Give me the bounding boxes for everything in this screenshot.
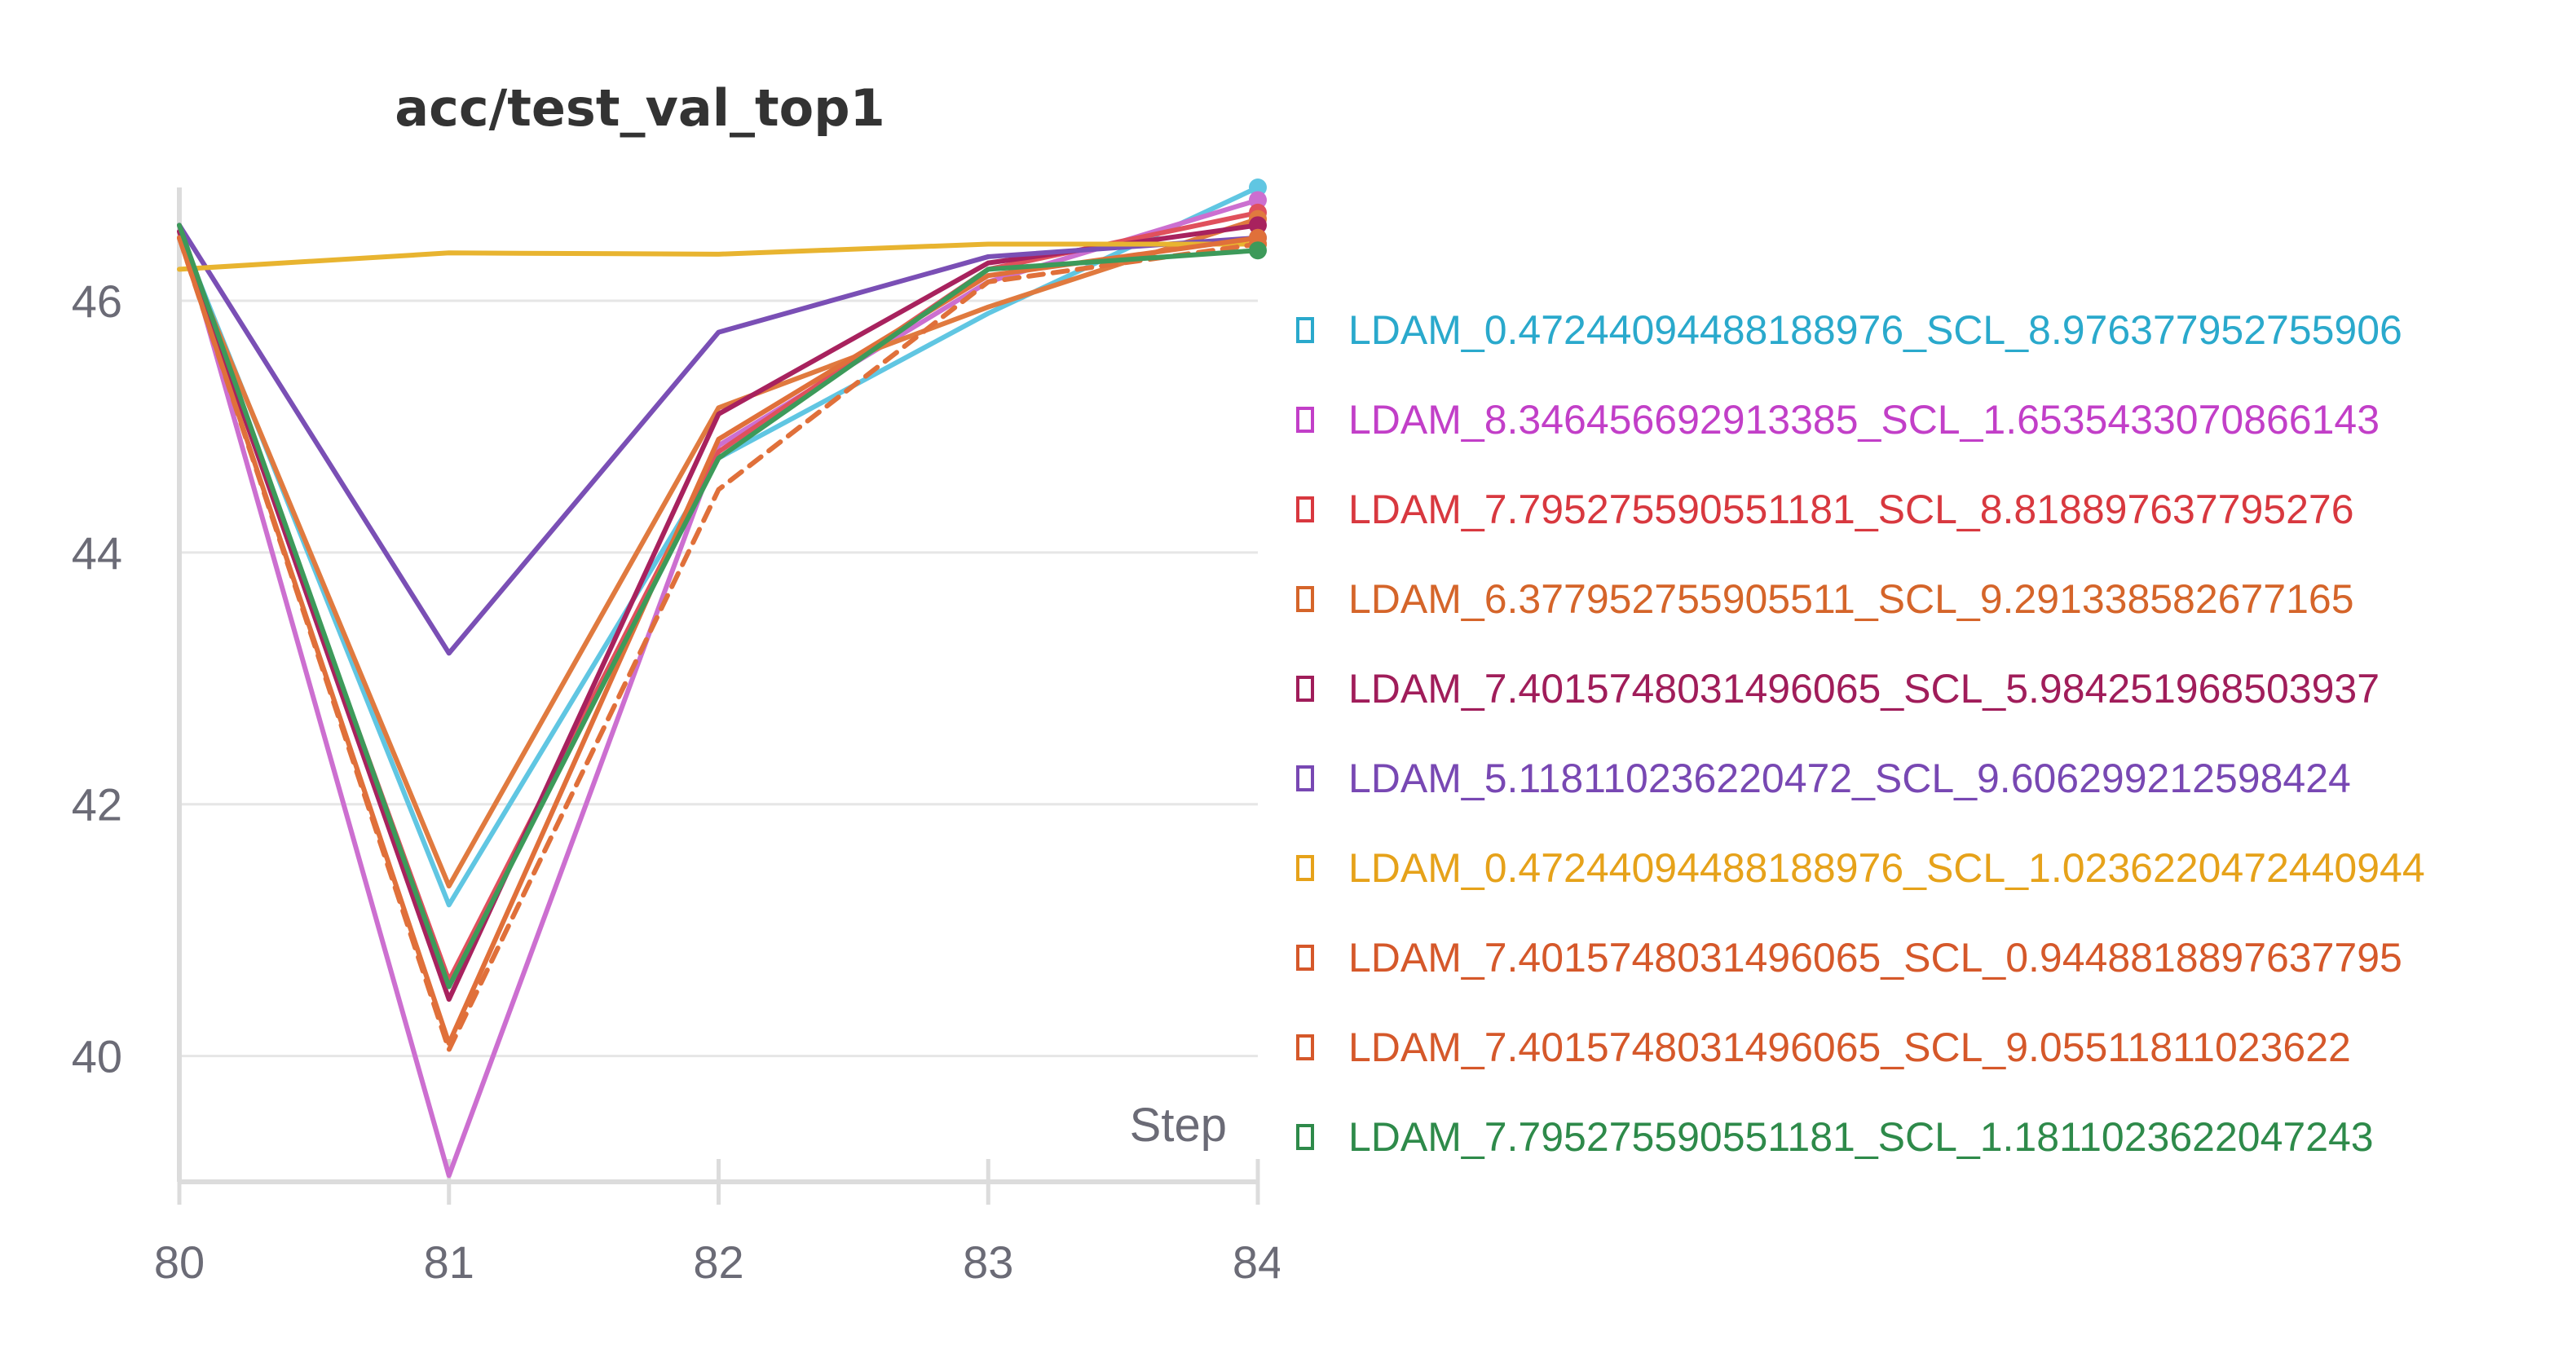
- line-chart: 40 42 44 46 80 81 82 83 84 Step: [72, 178, 1280, 1288]
- legend-swatch-icon: [1296, 1034, 1314, 1060]
- series-line-7: [177, 241, 1260, 272]
- series-endpoint-9: [1249, 228, 1267, 247]
- legend-label: LDAM_7.4015748031496065_SCL_9.0551181102…: [1348, 1025, 2351, 1070]
- legend-label: LDAM_5.118110236220472_SCL_9.60629921259…: [1348, 756, 2351, 801]
- legend-swatch-icon: [1296, 855, 1314, 881]
- legend-item-3[interactable]: LDAM_7.795275590551181_SCL_8.81889763779…: [1288, 465, 2425, 554]
- tick-labels: 40 42 44 46 80 81 82 83 84: [72, 275, 1280, 1288]
- legend-swatch-icon: [1296, 1124, 1314, 1150]
- legend-swatch-icon: [1296, 676, 1314, 702]
- legend-label: LDAM_0.47244094488188976_SCL_8.976377952…: [1348, 307, 2402, 353]
- legend-label: LDAM_7.4015748031496065_SCL_5.9842519685…: [1348, 666, 2380, 712]
- x-tick-label: 84: [1233, 1236, 1280, 1288]
- legend-swatch-icon: [1296, 765, 1314, 791]
- legend-item-4[interactable]: LDAM_6.377952755905511_SCL_9.29133858267…: [1288, 554, 2425, 644]
- y-tick-label: 46: [72, 275, 122, 327]
- chart-title: acc/test_val_top1: [395, 78, 885, 138]
- legend-item-10[interactable]: LDAM_7.795275590551181_SCL_1.18110236220…: [1288, 1092, 2425, 1182]
- legend-label: LDAM_0.47244094488188976_SCL_1.023622047…: [1348, 845, 2425, 891]
- x-tick-label: 80: [154, 1236, 205, 1288]
- legend-label: LDAM_7.4015748031496065_SCL_0.9448818897…: [1348, 935, 2402, 981]
- legend-item-5[interactable]: LDAM_7.4015748031496065_SCL_5.9842519685…: [1288, 644, 2425, 734]
- x-axis-label: Step: [1130, 1099, 1227, 1152]
- series-endpoint-10: [1249, 241, 1267, 260]
- series-line-6: [177, 223, 1260, 656]
- legend-swatch-icon: [1296, 407, 1314, 433]
- gridlines: [179, 299, 1258, 1058]
- legend-label: LDAM_7.795275590551181_SCL_8.81889763779…: [1348, 487, 2354, 532]
- series-line-3: [177, 209, 1260, 983]
- legend-swatch-icon: [1296, 945, 1314, 971]
- x-tick-label: 82: [693, 1236, 743, 1288]
- legend-swatch-icon: [1296, 496, 1314, 522]
- x-tick-label: 83: [963, 1236, 1013, 1288]
- legend-label: LDAM_6.377952755905511_SCL_9.29133858267…: [1348, 576, 2354, 622]
- legend-item-6[interactable]: LDAM_5.118110236220472_SCL_9.60629921259…: [1288, 734, 2425, 823]
- series-line-4: [177, 216, 1260, 889]
- series-line-5: [177, 223, 1260, 1003]
- series-endpoint-1: [1249, 178, 1267, 196]
- legend-item-8[interactable]: LDAM_7.4015748031496065_SCL_0.9448818897…: [1288, 913, 2425, 1003]
- y-tick-label: 42: [72, 779, 122, 831]
- series-endpoint-2: [1249, 191, 1267, 209]
- series-line-10: [177, 223, 1260, 989]
- y-tick-label: 44: [72, 527, 122, 579]
- series-lines: [177, 178, 1267, 1179]
- series-line-2: [177, 197, 1260, 1179]
- legend-item-9[interactable]: LDAM_7.4015748031496065_SCL_9.0551181102…: [1288, 1003, 2425, 1092]
- legend-label: LDAM_8.346456692913385_SCL_1.65354330708…: [1348, 397, 2380, 443]
- series-endpoint-5: [1249, 216, 1267, 235]
- x-tick-label: 81: [424, 1236, 474, 1288]
- legend-item-1[interactable]: LDAM_0.47244094488188976_SCL_8.976377952…: [1288, 285, 2425, 375]
- y-tick-label: 40: [72, 1031, 122, 1082]
- legend-swatch-icon: [1296, 586, 1314, 612]
- legend-item-2[interactable]: LDAM_8.346456692913385_SCL_1.65354330708…: [1288, 375, 2425, 465]
- legend: LDAM_0.47244094488188976_SCL_8.976377952…: [1288, 285, 2425, 1182]
- series-line-8: [177, 235, 1260, 1052]
- legend-label: LDAM_7.795275590551181_SCL_1.18110236220…: [1348, 1114, 2374, 1160]
- legend-swatch-icon: [1296, 317, 1314, 343]
- legend-item-7[interactable]: LDAM_0.47244094488188976_SCL_1.023622047…: [1288, 823, 2425, 913]
